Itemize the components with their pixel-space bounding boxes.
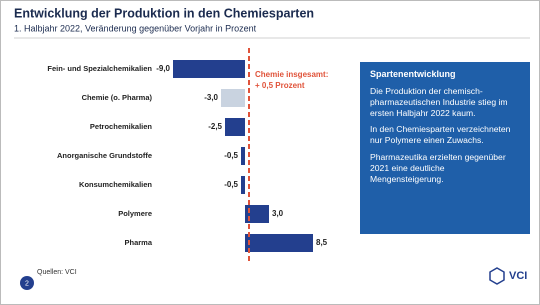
panel-paragraph: Pharmazeutika erzielten gegenüber 2021 e… (370, 151, 506, 184)
logo-icon (489, 267, 505, 285)
reference-label: + 0,5 Prozent (255, 81, 305, 90)
bar (241, 147, 245, 165)
panel-paragraph: In den Chemiesparten verzeichneten nur P… (370, 124, 511, 146)
value-label: 3,0 (272, 209, 284, 218)
panel-paragraph: Die Produktion der chemisch-pharmazeutis… (370, 85, 508, 119)
chart-subtitle: 1. Halbjahr 2022, Veränderung gegenüber … (14, 23, 257, 33)
bar (225, 118, 245, 136)
bar (245, 205, 269, 223)
category-label: Polymere (118, 209, 152, 218)
source: Quellen: VCI (37, 269, 77, 276)
category-label: Petrochemikalien (90, 122, 153, 131)
category-label: Pharma (124, 238, 152, 247)
bar (221, 89, 245, 107)
category-label: Konsumchemikalien (79, 180, 152, 189)
page-badge (20, 276, 34, 290)
value-label: -2,5 (208, 122, 222, 131)
category-label: Anorganische Grundstoffe (57, 151, 152, 160)
value-label: -0,5 (224, 180, 238, 189)
value-label: -0,5 (224, 151, 238, 160)
page-number: 2 (25, 280, 29, 287)
category-label: Chemie (o. Pharma) (82, 93, 153, 102)
value-label: -9,0 (156, 64, 170, 73)
chart-title: Entwicklung der Produktion in den Chemie… (14, 6, 314, 20)
value-label: 8,5 (316, 238, 328, 247)
info-panel: Spartenentwicklung Die Produktion der ch… (360, 62, 530, 234)
bar (245, 234, 313, 252)
category-label: Fein- und Spezialchemikalien (47, 64, 152, 73)
value-label: -3,0 (204, 93, 218, 102)
reference-label: Chemie insgesamt: (255, 70, 328, 79)
logo: VCI (509, 270, 527, 282)
panel-title: Spartenentwicklung (370, 69, 456, 79)
bar (241, 176, 245, 194)
bar (173, 60, 245, 78)
